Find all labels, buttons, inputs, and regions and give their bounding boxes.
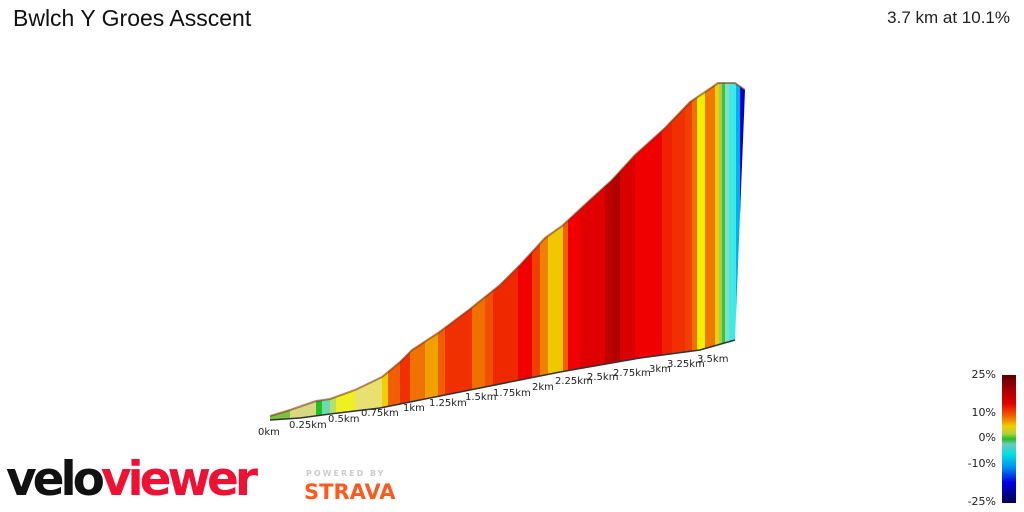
gradient-segment — [722, 83, 726, 420]
page-title: Bwlch Y Groes Asscent — [13, 5, 252, 31]
gradient-segment — [719, 83, 723, 420]
gradient-segment — [662, 83, 673, 420]
gradient-segment — [485, 83, 494, 420]
powered-by-label: POWERED BY — [306, 469, 386, 478]
gradient-segment — [612, 83, 621, 420]
legend-label: -25% — [967, 495, 996, 508]
x-tick-label: 0.5km — [328, 414, 359, 425]
gradient-segment — [705, 83, 716, 420]
gradient-segment — [605, 83, 613, 420]
gradient-segment — [685, 83, 693, 420]
distance-axis — [269, 339, 736, 421]
gradient-color-legend: 25% 10% 0% -10% -25% — [944, 368, 1024, 512]
gradient-segment — [438, 83, 446, 420]
x-tick-label: 3km — [649, 364, 671, 375]
veloviewer-logo[interactable]: veloviewer — [6, 452, 258, 507]
gradient-segment — [388, 83, 401, 420]
gradient-segment — [382, 83, 389, 420]
x-tick-label: 1km — [403, 403, 425, 414]
gradient-segment — [725, 83, 730, 420]
gradient-segment — [563, 83, 569, 420]
x-tick-label: 3.5km — [697, 354, 728, 365]
strava-logo[interactable]: STRAVA — [304, 480, 396, 504]
x-tick-label: 0.75km — [361, 408, 399, 419]
x-tick-label: 1.25km — [429, 398, 467, 409]
gradient-segment — [472, 83, 486, 420]
x-tick-label: 3.25km — [667, 359, 705, 370]
gradient-segment — [620, 83, 636, 420]
legend-label: 10% — [971, 406, 996, 419]
legend-label: 25% — [971, 368, 996, 381]
x-tick-label: 2.25km — [555, 376, 593, 387]
gradient-segment — [410, 83, 426, 420]
gradient-segment — [322, 83, 331, 420]
legend-label: 0% — [978, 431, 996, 444]
gradient-segment — [290, 83, 317, 420]
x-tick-label: 1.5km — [465, 392, 496, 403]
color-scale-bar — [1002, 375, 1016, 503]
gradient-segment — [400, 83, 411, 420]
gradient-segment — [740, 83, 745, 420]
climb-summary: 3.7 km at 10.1% — [887, 8, 1010, 27]
gradient-segment — [736, 83, 741, 420]
x-tick-label: 0.25km — [289, 420, 327, 431]
gradient-segment — [330, 83, 337, 420]
gradient-segment — [672, 83, 686, 420]
gradient-segment — [635, 83, 663, 420]
gradient-segment — [729, 83, 737, 420]
x-tick-label: 2.5km — [587, 372, 618, 383]
gradient-segment — [540, 83, 549, 420]
gradient-segment — [697, 83, 706, 420]
x-tick-label: 0km — [258, 427, 280, 438]
gradient-segment — [518, 83, 533, 420]
x-tick-label: 1.75km — [493, 388, 531, 399]
gradient-segment — [425, 83, 439, 420]
gradient-segment — [316, 83, 323, 420]
gradient-segment — [715, 83, 720, 420]
x-tick-label: 2km — [532, 382, 554, 393]
gradient-segment — [445, 83, 473, 420]
profile-ridge — [269, 82, 746, 417]
legend-label: -10% — [967, 457, 996, 470]
gradient-segment — [270, 83, 291, 420]
gradient-segment — [336, 83, 356, 420]
gradient-segment — [532, 83, 541, 420]
gradient-segment — [692, 83, 698, 420]
x-tick-label: 2.75km — [613, 368, 651, 379]
